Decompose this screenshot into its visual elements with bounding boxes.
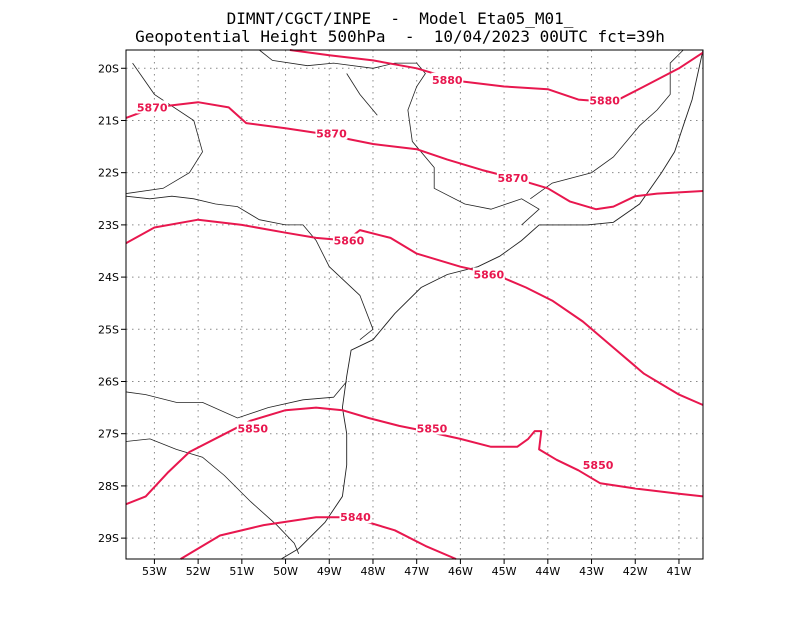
x-tick-label: 49W <box>317 565 342 578</box>
state-border <box>125 62 203 194</box>
contour-label-bg <box>236 421 269 435</box>
contour-label-bg <box>315 126 348 140</box>
contour-5870 <box>125 101 704 211</box>
contour-label-5880: 5880 <box>589 95 620 108</box>
contour-label-bg <box>339 510 372 524</box>
x-tick-label: 41W <box>667 565 692 578</box>
state-border <box>259 49 540 226</box>
x-tick-label: 43W <box>579 565 604 578</box>
contour-5860 <box>125 218 704 406</box>
y-tick-label: 28S <box>98 480 119 493</box>
contour-5840 <box>180 516 457 560</box>
contour-label-5860: 5860 <box>334 235 365 248</box>
axis-ticks: 53W 52W 51W 50W 49W 48W 47W 46W 45W 44W 43W 42W 41W 2… <box>98 62 692 578</box>
contour-label-bg <box>588 93 621 107</box>
contour-label-bg <box>431 72 464 86</box>
x-tick-label: 50W <box>273 565 298 578</box>
x-tick-label: 52W <box>186 565 211 578</box>
y-tick-label: 21S <box>98 114 119 127</box>
x-tick-label: 46W <box>448 565 473 578</box>
x-tick-label: 44W <box>535 565 560 578</box>
height-contours: 5880 5880 5870 5870 5870 5860 5860 5850 5850 5850… <box>125 49 704 560</box>
y-tick-label: 23S <box>98 219 119 232</box>
map-frame <box>125 49 704 560</box>
x-tick-label: 42W <box>623 565 648 578</box>
contour-5880 <box>289 49 704 104</box>
contour-5850 <box>125 406 704 506</box>
contour-label-bg <box>496 170 529 184</box>
contour-label-bg <box>332 233 365 247</box>
state-border <box>125 438 300 554</box>
y-tick-label: 29S <box>98 532 119 545</box>
contour-label-5850: 5850 <box>417 422 448 435</box>
contour-label-5870: 5870 <box>137 101 168 114</box>
contour-label-bg <box>415 421 448 435</box>
x-tick-label: 45W <box>492 565 517 578</box>
y-tick-label: 24S <box>98 271 119 284</box>
state-border <box>125 195 374 341</box>
y-tick-label: 22S <box>98 167 119 180</box>
state-border <box>346 73 378 116</box>
geographic-outlines <box>125 49 704 560</box>
chart-title-line1: DIMNT/CGCT/INPE - Model Eta05_M01_ <box>226 9 574 28</box>
x-tick-label: 48W <box>361 565 386 578</box>
contour-label-5850: 5850 <box>237 422 268 435</box>
y-tick-label: 25S <box>98 323 119 336</box>
y-tick-label: 27S <box>98 428 119 441</box>
chart-title-line2: Geopotential Height 500hPa - 10/04/2023 … <box>135 27 665 46</box>
contour-label-5870: 5870 <box>316 128 347 141</box>
contour-label-bg <box>472 267 505 281</box>
contour-label-bg <box>136 100 169 114</box>
x-tick-label: 53W <box>142 565 167 578</box>
x-tick-label: 47W <box>404 565 429 578</box>
state-border <box>125 381 348 419</box>
contour-label-5860: 5860 <box>473 268 504 281</box>
y-tick-label: 20S <box>98 62 119 75</box>
coastline <box>280 49 704 560</box>
contour-label-5870: 5870 <box>498 172 529 185</box>
contour-label-5850: 5850 <box>583 459 614 472</box>
y-tick-label: 26S <box>98 376 119 389</box>
graticule <box>126 50 703 559</box>
contour-label-bg <box>582 458 615 472</box>
state-border <box>530 49 684 200</box>
contour-label-5840: 5840 <box>340 511 371 524</box>
contour-label-5880: 5880 <box>432 74 463 87</box>
x-tick-label: 51W <box>229 565 254 578</box>
